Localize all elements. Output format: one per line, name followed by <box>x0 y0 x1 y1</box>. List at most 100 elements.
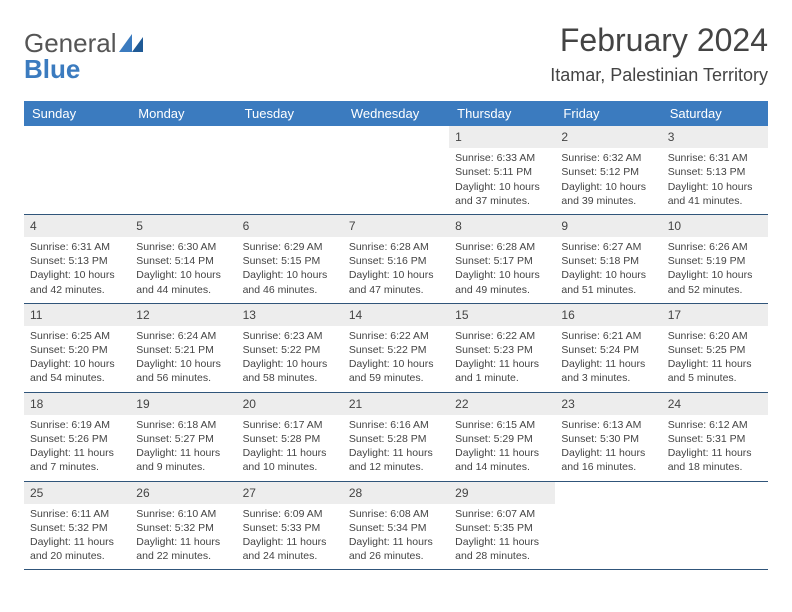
day-body: Sunrise: 6:25 AMSunset: 5:20 PMDaylight:… <box>24 329 130 392</box>
sunrise-line: Sunrise: 6:10 AM <box>136 507 230 521</box>
sunrise-line: Sunrise: 6:11 AM <box>30 507 124 521</box>
sunset-line: Sunset: 5:35 PM <box>455 521 549 535</box>
daylight-line: Daylight: 10 hours and 37 minutes. <box>455 180 549 208</box>
day-cell: . <box>343 126 449 214</box>
weekday-header: Sunday Monday Tuesday Wednesday Thursday… <box>24 101 768 126</box>
sunrise-line: Sunrise: 6:24 AM <box>136 329 230 343</box>
day-cell: 2Sunrise: 6:32 AMSunset: 5:12 PMDaylight… <box>555 126 661 214</box>
daylight-line: Daylight: 11 hours and 16 minutes. <box>561 446 655 474</box>
day-cell: 20Sunrise: 6:17 AMSunset: 5:28 PMDayligh… <box>237 393 343 481</box>
day-body: Sunrise: 6:09 AMSunset: 5:33 PMDaylight:… <box>237 507 343 570</box>
day-number: 9 <box>555 215 661 237</box>
day-body: Sunrise: 6:19 AMSunset: 5:26 PMDaylight:… <box>24 418 130 481</box>
sunrise-line: Sunrise: 6:30 AM <box>136 240 230 254</box>
sunset-line: Sunset: 5:33 PM <box>243 521 337 535</box>
sunset-line: Sunset: 5:28 PM <box>349 432 443 446</box>
sunset-line: Sunset: 5:11 PM <box>455 165 549 179</box>
daylight-line: Daylight: 10 hours and 41 minutes. <box>668 180 762 208</box>
day-number: 23 <box>555 393 661 415</box>
sunset-line: Sunset: 5:17 PM <box>455 254 549 268</box>
daylight-line: Daylight: 10 hours and 51 minutes. <box>561 268 655 296</box>
day-number: 1 <box>449 126 555 148</box>
sunset-line: Sunset: 5:24 PM <box>561 343 655 357</box>
day-body: Sunrise: 6:30 AMSunset: 5:14 PMDaylight:… <box>130 240 236 303</box>
day-cell: 14Sunrise: 6:22 AMSunset: 5:22 PMDayligh… <box>343 304 449 392</box>
day-cell: 27 Sunrise: 6:09 AMSunset: 5:33 PMDayligh… <box>237 482 343 570</box>
day-body: Sunrise: 6:31 AMSunset: 5:13 PMDaylight:… <box>662 151 768 214</box>
sunrise-line: Sunrise: 6:22 AM <box>455 329 549 343</box>
day-number: 12 <box>130 304 236 326</box>
daylight-line: Daylight: 10 hours and 47 minutes. <box>349 268 443 296</box>
day-cell: 18Sunrise: 6:19 AMSunset: 5:26 PMDayligh… <box>24 393 130 481</box>
day-cell: 4Sunrise: 6:31 AMSunset: 5:13 PMDaylight… <box>24 215 130 303</box>
day-body: Sunrise: 6:26 AMSunset: 5:19 PMDaylight:… <box>662 240 768 303</box>
day-number: 24 <box>662 393 768 415</box>
sunset-line: Sunset: 5:25 PM <box>668 343 762 357</box>
day-number: 11 <box>24 304 130 326</box>
daylight-line: Daylight: 10 hours and 54 minutes. <box>30 357 124 385</box>
sunset-line: Sunset: 5:13 PM <box>668 165 762 179</box>
sunset-line: Sunset: 5:21 PM <box>136 343 230 357</box>
sunset-line: Sunset: 5:13 PM <box>30 254 124 268</box>
sunset-line: Sunset: 5:31 PM <box>668 432 762 446</box>
sunrise-line: Sunrise: 6:28 AM <box>455 240 549 254</box>
day-body: Sunrise: 6:15 AMSunset: 5:29 PMDaylight:… <box>449 418 555 481</box>
day-number: 22 <box>449 393 555 415</box>
sunset-line: Sunset: 5:30 PM <box>561 432 655 446</box>
sunrise-line: Sunrise: 6:29 AM <box>243 240 337 254</box>
sunset-line: Sunset: 5:23 PM <box>455 343 549 357</box>
day-cell: 16Sunrise: 6:21 AMSunset: 5:24 PMDayligh… <box>555 304 661 392</box>
sunrise-line: Sunrise: 6:31 AM <box>30 240 124 254</box>
sunset-line: Sunset: 5:34 PM <box>349 521 443 535</box>
day-body: Sunrise: 6:11 AMSunset: 5:32 PMDaylight:… <box>24 507 130 570</box>
month-title: February 2024 <box>550 22 768 59</box>
day-body: Sunrise: 6:20 AMSunset: 5:25 PMDaylight:… <box>662 329 768 392</box>
sunset-line: Sunset: 5:26 PM <box>30 432 124 446</box>
daylight-line: Daylight: 10 hours and 42 minutes. <box>30 268 124 296</box>
sunrise-line: Sunrise: 6:22 AM <box>349 329 443 343</box>
sunrise-line: Sunrise: 6:09 AM <box>243 507 337 521</box>
day-cell: 19 Sunrise: 6:18 AMSunset: 5:27 PMDayligh… <box>130 393 236 481</box>
day-cell: 24 Sunrise: 6:12 AMSunset: 5:31 PMDayligh… <box>662 393 768 481</box>
day-body: Sunrise: 6:18 AMSunset: 5:27 PMDaylight:… <box>130 418 236 481</box>
sunset-line: Sunset: 5:32 PM <box>30 521 124 535</box>
day-body: Sunrise: 6:22 AMSunset: 5:23 PMDaylight:… <box>449 329 555 392</box>
weekday-thu: Thursday <box>449 101 555 126</box>
sunset-line: Sunset: 5:14 PM <box>136 254 230 268</box>
day-number: 29 <box>449 482 555 504</box>
day-body: Sunrise: 6:28 AMSunset: 5:17 PMDaylight:… <box>449 240 555 303</box>
sunset-line: Sunset: 5:28 PM <box>243 432 337 446</box>
day-cell: . <box>555 482 661 570</box>
sunrise-line: Sunrise: 6:18 AM <box>136 418 230 432</box>
week-row: ....1Sunrise: 6:33 AMSunset: 5:11 PMDayl… <box>24 126 768 215</box>
day-body: Sunrise: 6:17 AMSunset: 5:28 PMDaylight:… <box>237 418 343 481</box>
sunset-line: Sunset: 5:27 PM <box>136 432 230 446</box>
daylight-line: Daylight: 11 hours and 1 minute. <box>455 357 549 385</box>
daylight-line: Daylight: 11 hours and 22 minutes. <box>136 535 230 563</box>
daylight-line: Daylight: 10 hours and 59 minutes. <box>349 357 443 385</box>
day-number: 21 <box>343 393 449 415</box>
sunrise-line: Sunrise: 6:27 AM <box>561 240 655 254</box>
daylight-line: Daylight: 10 hours and 56 minutes. <box>136 357 230 385</box>
weekday-sat: Saturday <box>662 101 768 126</box>
sunrise-line: Sunrise: 6:26 AM <box>668 240 762 254</box>
day-body: Sunrise: 6:27 AMSunset: 5:18 PMDaylight:… <box>555 240 661 303</box>
daylight-line: Daylight: 10 hours and 46 minutes. <box>243 268 337 296</box>
weekday-wed: Wednesday <box>343 101 449 126</box>
day-number: 19 <box>130 393 236 415</box>
sunrise-line: Sunrise: 6:17 AM <box>243 418 337 432</box>
day-body: Sunrise: 6:16 AMSunset: 5:28 PMDaylight:… <box>343 418 449 481</box>
day-number: 5 <box>130 215 236 237</box>
location: Itamar, Palestinian Territory <box>550 65 768 86</box>
daylight-line: Daylight: 10 hours and 52 minutes. <box>668 268 762 296</box>
day-body: Sunrise: 6:12 AMSunset: 5:31 PMDaylight:… <box>662 418 768 481</box>
day-number: 26 <box>130 482 236 504</box>
daylight-line: Daylight: 11 hours and 5 minutes. <box>668 357 762 385</box>
daylight-line: Daylight: 11 hours and 28 minutes. <box>455 535 549 563</box>
sunrise-line: Sunrise: 6:15 AM <box>455 418 549 432</box>
day-cell: 3Sunrise: 6:31 AMSunset: 5:13 PMDaylight… <box>662 126 768 214</box>
day-cell: . <box>24 126 130 214</box>
daylight-line: Daylight: 10 hours and 39 minutes. <box>561 180 655 208</box>
day-number: 27 <box>237 482 343 504</box>
daylight-line: Daylight: 11 hours and 12 minutes. <box>349 446 443 474</box>
